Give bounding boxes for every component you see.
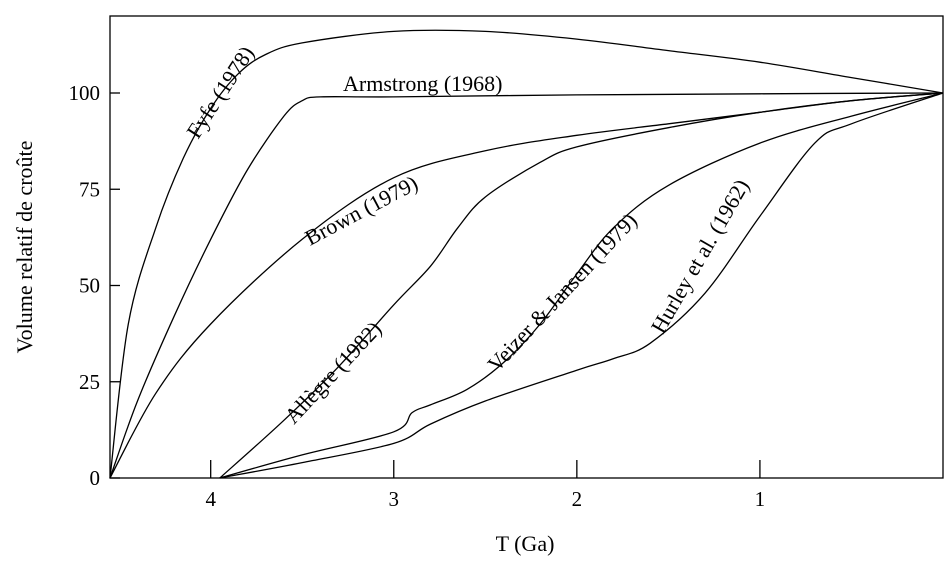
y-tick-label: 50 <box>79 274 100 298</box>
label-fyfe: Fyfe (1978) <box>181 41 259 142</box>
label-armstrong: Armstrong (1968) <box>343 71 502 96</box>
x-tick-label: 1 <box>755 487 766 511</box>
label-hurley: Hurley et al. (1962) <box>646 175 754 338</box>
curve-4 <box>219 92 944 479</box>
y-axis-title: Volume relatif de croûte <box>12 141 37 354</box>
curve-6 <box>219 92 944 479</box>
curves <box>109 29 944 479</box>
curve-5 <box>219 92 944 479</box>
y-tick-label: 100 <box>69 81 101 105</box>
label-veizer: Veizer & Jansen (1979) <box>482 208 642 377</box>
curve-3 <box>109 92 944 479</box>
y-tick-label: 25 <box>79 370 100 394</box>
x-tick-label: 4 <box>205 487 216 511</box>
x-tick-label: 2 <box>572 487 583 511</box>
axis-ticks: 0 25 50 75 100 4 3 2 1 <box>69 81 766 511</box>
curve-2 <box>109 92 944 479</box>
plot-frame <box>109 15 944 479</box>
x-axis-title: T (Ga) <box>496 531 555 556</box>
y-tick-label: 75 <box>79 177 100 201</box>
label-brown: Brown (1979) <box>301 170 422 250</box>
x-tick-label: 3 <box>389 487 400 511</box>
y-tick-label: 0 <box>90 466 101 490</box>
label-allegre: Allègre (1982) <box>279 316 386 428</box>
curve-1 <box>109 29 944 479</box>
